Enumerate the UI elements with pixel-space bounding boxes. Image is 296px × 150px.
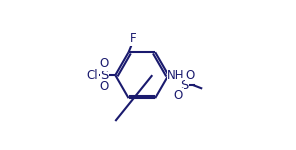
Text: NH: NH: [167, 69, 184, 82]
Text: S: S: [180, 79, 188, 92]
Text: O: O: [100, 57, 109, 70]
Text: S: S: [100, 69, 109, 82]
Text: O: O: [185, 69, 194, 82]
Text: F: F: [130, 32, 136, 45]
Text: O: O: [100, 80, 109, 93]
Text: O: O: [174, 88, 183, 102]
Text: Cl: Cl: [86, 69, 98, 82]
